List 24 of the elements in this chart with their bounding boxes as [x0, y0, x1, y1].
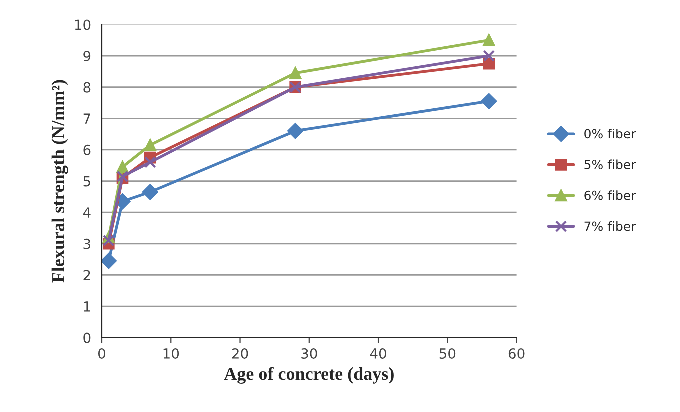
- y-tick-label: 0: [84, 332, 91, 344]
- x-tick-label: 30: [302, 348, 318, 360]
- legend-label: 6% fiber: [584, 190, 636, 200]
- legend-label: 7% fiber: [584, 222, 636, 232]
- y-tick-label: 10: [75, 20, 91, 30]
- y-tick-label: 9: [84, 51, 91, 62]
- x-tick-label: 20: [232, 348, 248, 360]
- x-tick-label: 60: [508, 348, 525, 360]
- y-tick-label: 3: [84, 238, 90, 250]
- legend-label: 5% fiber: [584, 160, 636, 170]
- y-tick-label: 8: [84, 82, 91, 93]
- legend-label: 0% fiber: [584, 128, 636, 139]
- x-tick-label: 0: [98, 348, 106, 360]
- x-tick-label: 50: [440, 348, 456, 360]
- y-tick-label: 6: [84, 144, 91, 156]
- y-axis-title: Flexural strength (N/mm²): [52, 80, 68, 283]
- y-tick-label: 2: [84, 270, 90, 280]
- x-tick-label: 10: [164, 348, 180, 360]
- y-tick-label: 4: [83, 208, 91, 218]
- x-tick-label: 40: [370, 348, 386, 360]
- y-tick-label: 1: [84, 302, 90, 312]
- x-axis-title: Age of concrete (days): [224, 367, 394, 384]
- y-tick-label: 7: [84, 114, 90, 124]
- y-tick-label: 5: [84, 176, 90, 187]
